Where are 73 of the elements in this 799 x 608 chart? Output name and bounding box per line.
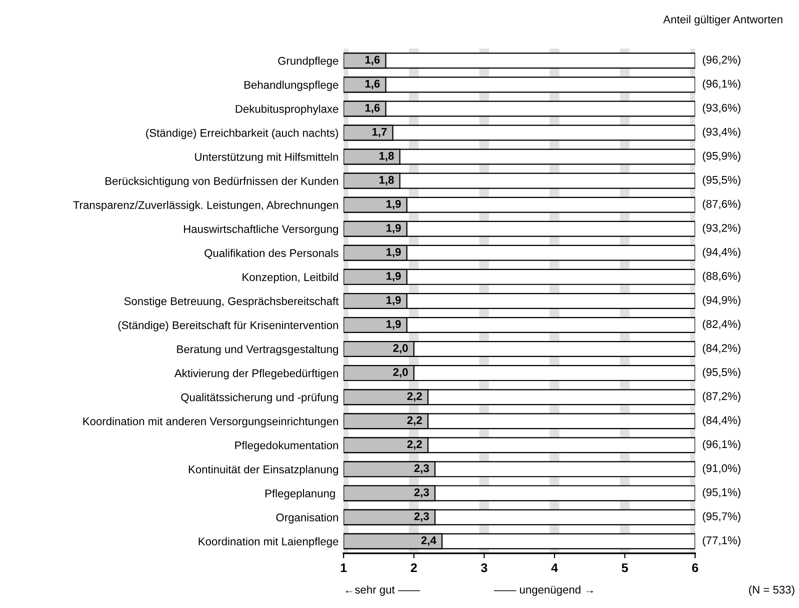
text: (95,9%) [702,152,740,162]
text: (96,1%) [702,80,740,90]
y-tick-label: Konzeption, Leitbild [242,272,338,284]
y-tick-label: Beratung und Vertragsgestaltung [177,344,338,356]
text: (88,6%) [702,272,740,282]
text: Anteil gültiger Antworten [663,15,782,26]
x-tick-label: 5 [622,563,628,572]
text: (96,1%) [702,440,740,450]
y-tick-label: Qualifikation des Personals [204,248,338,260]
text: (82,4%) [702,320,740,330]
data-label: 1,6 [365,80,380,90]
x-tick-label: 4 [551,563,558,572]
data-label: 1,7 [372,128,387,138]
data-label: 1,9 [386,248,401,258]
y-tick-label: Transparenz/Zuverlässigk. Leistungen, Abrechnungen [73,200,338,212]
text: (93,4%) [702,128,740,138]
data-label: 1,9 [386,200,401,210]
data-label: 1,8 [379,176,394,186]
text: (95,5%) [702,176,740,186]
y-tick-label: Koordination mit Laienpflege [198,537,338,548]
text: (94,9%) [702,296,740,306]
data-label: 2,3 [414,464,429,474]
text: (N = 533) [749,585,794,596]
text: (93,6%) [702,104,740,114]
data-label: 2,0 [393,368,408,378]
data-label: 2,3 [414,488,429,498]
y-tick-label: Kontinuität der Einsatzplanung [188,465,338,476]
data-label: 1,8 [379,152,394,162]
y-tick-label: (Ständige) Erreichbarkeit (auch nachts) [146,128,338,140]
text: (84,4%) [702,416,740,426]
data-label: 2,4 [421,536,436,546]
text: (77,1%) [702,536,740,546]
y-tick-label: Berücksichtigung von Bedürfnissen der Kunden [106,176,338,188]
data-label: 1,6 [365,56,380,66]
text: (87,2%) [702,392,740,402]
y-tick-label: Unterstützung mit Hilfsmitteln [195,152,338,164]
y-tick-label: (Ständige) Bereitschaft für Krisenintervention [118,320,338,332]
data-label: 2,3 [414,512,429,522]
data-label: 1,9 [386,320,401,330]
text: (95,1%) [702,488,740,498]
text: (96,2%) [702,55,740,66]
text: (91,0%) [702,464,740,474]
y-tick-label: Pflegedokumentation [235,441,338,452]
x-tick-label: 6 [692,563,698,572]
y-tick-label: Hauswirtschaftliche Versorgung [184,224,338,236]
text: —— ungenügend → [494,585,593,596]
text: (87,6%) [702,200,740,210]
data-label: 2,2 [407,392,422,402]
data-label: 2,2 [407,416,422,426]
y-tick-label: Dekubitusprophylaxe [236,104,338,116]
data-label: 2,0 [393,344,408,354]
x-tick-label: 1 [340,563,347,572]
x-tick-label: 3 [481,563,488,572]
text: (94,4%) [702,248,740,258]
y-tick-label: Qualitätssicherung und -prüfung [181,393,338,404]
data-label: 1,9 [386,272,401,282]
y-tick-label: Sonstige Betreuung, Gesprächsbereitschaft [124,296,339,308]
text: (93,2%) [702,224,740,234]
data-label: 1,9 [386,296,401,306]
text: (95,5%) [702,368,740,378]
data-label: 2,2 [407,440,422,450]
x-tick-label: 2 [410,563,417,572]
y-tick-label: Organisation [276,513,338,524]
text: ←sehr gut —— [346,585,420,596]
y-tick-label: Aktivierung der Pflegebedürftigen [174,369,338,380]
text: (84,2%) [702,344,740,354]
y-tick-label: Koordination mit anderen Versorgungseinrichtungen [83,417,338,428]
data-label: 1,9 [386,224,401,234]
y-tick-label: Behandlungspflege [244,80,338,92]
text: (95,7%) [702,512,740,522]
y-tick-label: Grundpflege [278,56,338,67]
y-tick-label: Pflegeplanung [265,489,335,500]
data-label: 1,6 [365,104,380,114]
